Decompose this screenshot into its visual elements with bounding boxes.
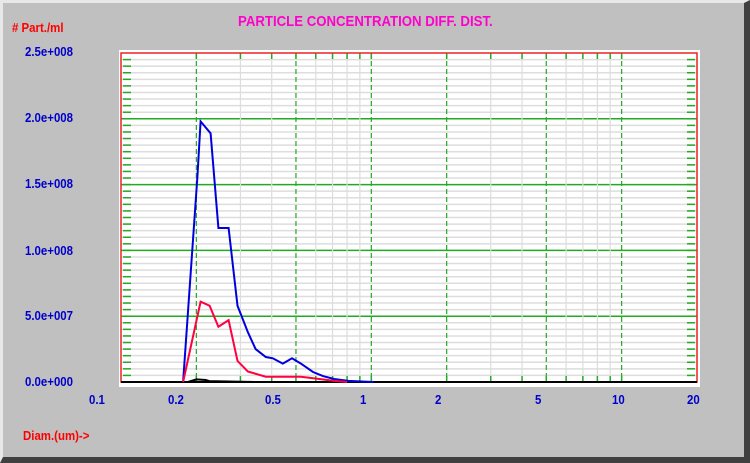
x-tick-label: 5	[535, 392, 542, 407]
x-tick-label: 0.1	[89, 392, 105, 407]
y-tick-label: 5.0e+007	[25, 308, 74, 323]
series-line-black	[187, 378, 256, 383]
series-line-blue	[182, 118, 374, 383]
y-axis-label: # Part./ml	[12, 20, 64, 35]
chart-title: PARTICLE CONCENTRATION DIFF. DIST.	[238, 13, 493, 30]
x-tick-label: 1	[360, 392, 367, 407]
y-tick-label: 2.5e+008	[25, 44, 74, 59]
x-tick-label: 0.5	[265, 392, 281, 407]
series-line-red	[182, 300, 348, 383]
x-axis-label: Diam.(um)->	[23, 428, 90, 443]
x-tick-label: 0.2	[168, 392, 184, 407]
x-tick-label: 10	[612, 392, 625, 407]
y-tick-label: 2.0e+008	[25, 110, 74, 125]
x-tick-label: 2	[435, 392, 442, 407]
y-tick-label: 0.0e+000	[25, 374, 74, 389]
x-tick-label: 20	[687, 392, 700, 407]
y-tick-label: 1.5e+008	[25, 176, 74, 191]
y-tick-label: 1.0e+008	[25, 243, 74, 258]
